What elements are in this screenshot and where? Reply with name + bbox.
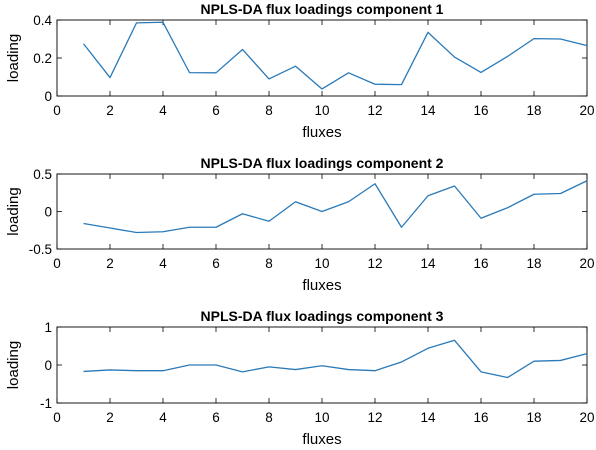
x-tick-label: 8 — [265, 103, 273, 118]
x-tick-label: 6 — [212, 103, 220, 118]
x-tick-label: 18 — [526, 103, 541, 118]
x-tick-label: 2 — [106, 256, 114, 271]
x-tick-label: 10 — [314, 256, 329, 271]
plot-frame — [56, 19, 588, 97]
x-tick-label: 20 — [579, 103, 594, 118]
x-tick-label: 4 — [159, 256, 167, 271]
x-tick-label: 6 — [212, 256, 220, 271]
y-tick-label: 0 — [44, 205, 52, 220]
y-tick-label: -0.5 — [29, 242, 52, 257]
series-line-1 — [82, 21, 588, 90]
x-tick-label: 4 — [159, 103, 167, 118]
y-tick-label: 0.4 — [33, 13, 52, 28]
y-tick-label: 1 — [44, 320, 52, 335]
chart-title: NPLS-DA flux loadings component 3 — [201, 308, 444, 324]
x-tick-label: 8 — [265, 256, 273, 271]
x-tick-label: 18 — [526, 256, 541, 271]
x-tick-label: 20 — [579, 410, 594, 425]
x-tick-label: 8 — [265, 410, 273, 425]
chart-title: NPLS-DA flux loadings component 1 — [201, 1, 444, 17]
chart-title: NPLS-DA flux loadings component 2 — [201, 155, 444, 171]
x-tick-label: 12 — [367, 256, 382, 271]
y-axis-label: loading — [5, 187, 22, 235]
x-tick-label: 4 — [159, 410, 167, 425]
x-tick-label: 6 — [212, 410, 220, 425]
x-tick-label: 16 — [473, 410, 488, 425]
x-tick-label: 2 — [106, 410, 114, 425]
chart-panel-1: 0 2 4 6 8 10 12 14 16 18 20 0 0.2 0.4 NPLS-DA flux loa… — [5, 1, 595, 141]
x-tick-label: 12 — [367, 410, 382, 425]
x-tick-label: 18 — [526, 410, 541, 425]
y-tick-label: 0 — [44, 358, 52, 373]
x-tick-label: 12 — [367, 103, 382, 118]
y-tick-label: -1 — [40, 396, 52, 411]
x-axis-label: fluxes — [302, 431, 341, 448]
x-tick-label: 0 — [53, 103, 61, 118]
x-axis-label: fluxes — [302, 277, 341, 294]
series-line-1 — [83, 180, 588, 234]
plot-frame — [56, 326, 588, 404]
x-tick-label: 10 — [314, 410, 329, 425]
x-tick-label: 10 — [314, 103, 329, 118]
y-axis-label: loading — [5, 341, 22, 389]
x-tick-label: 0 — [53, 410, 61, 425]
y-tick-label: 0 — [44, 89, 52, 104]
series-line-1 — [83, 339, 588, 379]
x-tick-label: 14 — [420, 410, 436, 425]
x-tick-label: 20 — [579, 256, 594, 271]
x-tick-label: 16 — [473, 103, 488, 118]
x-axis-label: fluxes — [302, 124, 341, 141]
x-tick-label: 14 — [420, 256, 436, 271]
y-tick-label: 0.2 — [33, 51, 52, 66]
y-axis-label: loading — [5, 34, 22, 82]
x-tick-label: 16 — [473, 256, 488, 271]
x-tick-label: 14 — [420, 103, 436, 118]
x-tick-label: 0 — [53, 256, 61, 271]
x-tick-label: 2 — [106, 103, 114, 118]
y-tick-label: 0.5 — [33, 167, 52, 182]
